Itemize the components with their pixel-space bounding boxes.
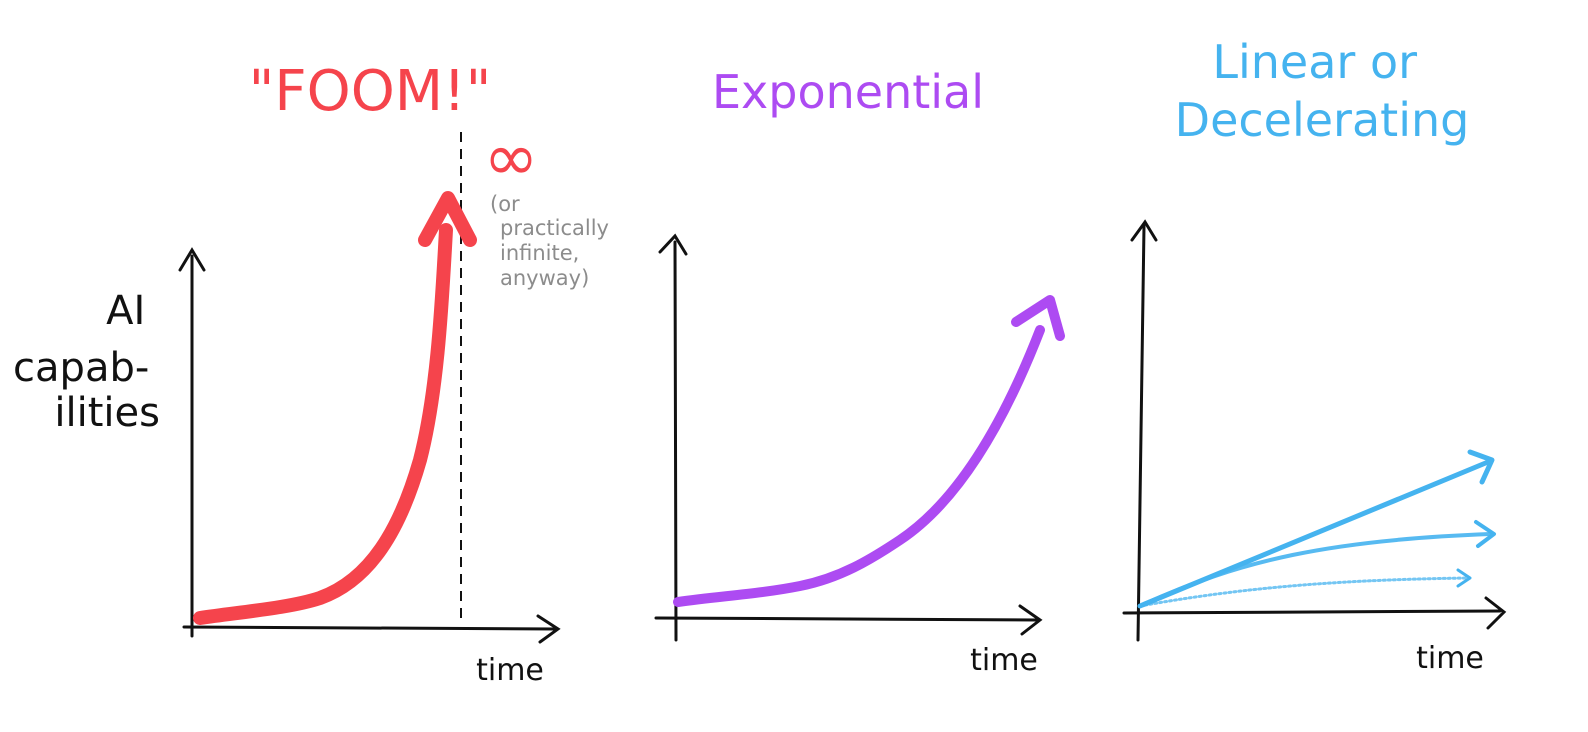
infinity-icon: ∞ — [484, 119, 539, 196]
y-axis-label: AI capab- ilities — [13, 288, 162, 436]
linear-title: Linear or Decelerating — [1175, 35, 1470, 147]
foom-arrowhead — [418, 191, 477, 247]
exponential-y-axis — [673, 240, 678, 642]
annotation-line-2: practically — [500, 216, 609, 240]
exponential-x-axis — [654, 616, 1040, 622]
infinity-annotation: (or practically infinite, anyway) — [490, 192, 616, 290]
decelerating-curve-strong — [1138, 576, 1470, 608]
annotation-line-1: (or — [490, 192, 520, 216]
exponential-title-line: Exponential — [712, 65, 984, 119]
annotation-line-3: infinite, — [500, 241, 579, 265]
annotation-line-4: anyway) — [500, 266, 589, 290]
linear-arrowhead — [1467, 449, 1495, 485]
exponential-x-axis-label: time — [970, 643, 1038, 678]
linear-x-axis — [1122, 609, 1502, 615]
y-axis-label-line-1: AI — [106, 288, 145, 334]
exponential-x-axis-arrowhead — [1018, 604, 1043, 636]
foom-y-axis-arrowhead — [178, 247, 206, 272]
linear-title-line-1: Linear or — [1212, 35, 1417, 89]
foom-x-axis-arrowhead — [536, 614, 561, 644]
foom-x-axis-label: time — [476, 653, 544, 688]
linear-x-axis-label: time — [1416, 641, 1484, 676]
decelerating-curve-medium — [1138, 532, 1492, 608]
y-axis-label-line-2: capab- — [13, 345, 149, 391]
exponential-arrowhead — [1011, 295, 1065, 341]
panel-foom: "FOOM!" AI capab- ilities time ∞ (or pra… — [13, 59, 616, 688]
panel-exponential: Exponential time — [654, 65, 1065, 678]
linear-axes — [1122, 219, 1507, 642]
foom-title: "FOOM!" — [249, 59, 492, 124]
exponential-title: Exponential — [712, 65, 984, 119]
exponential-curve — [673, 325, 1045, 607]
y-axis-label-line-3: ilities — [54, 390, 160, 436]
decelerating-arrowhead-medium — [1474, 520, 1496, 548]
foom-x-axis — [182, 625, 558, 631]
linear-title-line-2: Decelerating — [1175, 93, 1470, 147]
exponential-y-axis-arrowhead — [658, 233, 688, 256]
foom-title-line: "FOOM!" — [249, 59, 492, 124]
linear-x-axis-arrowhead — [1484, 596, 1507, 630]
exponential-axes — [654, 233, 1043, 642]
panel-linear-decelerating: Linear or Decelerating time — [1122, 35, 1507, 676]
foom-axes — [178, 247, 561, 644]
decelerating-arrowhead-strong — [1456, 568, 1472, 588]
foom-curve — [193, 223, 453, 625]
linear-y-axis-arrowhead — [1130, 219, 1158, 242]
linear-y-axis — [1136, 224, 1146, 642]
